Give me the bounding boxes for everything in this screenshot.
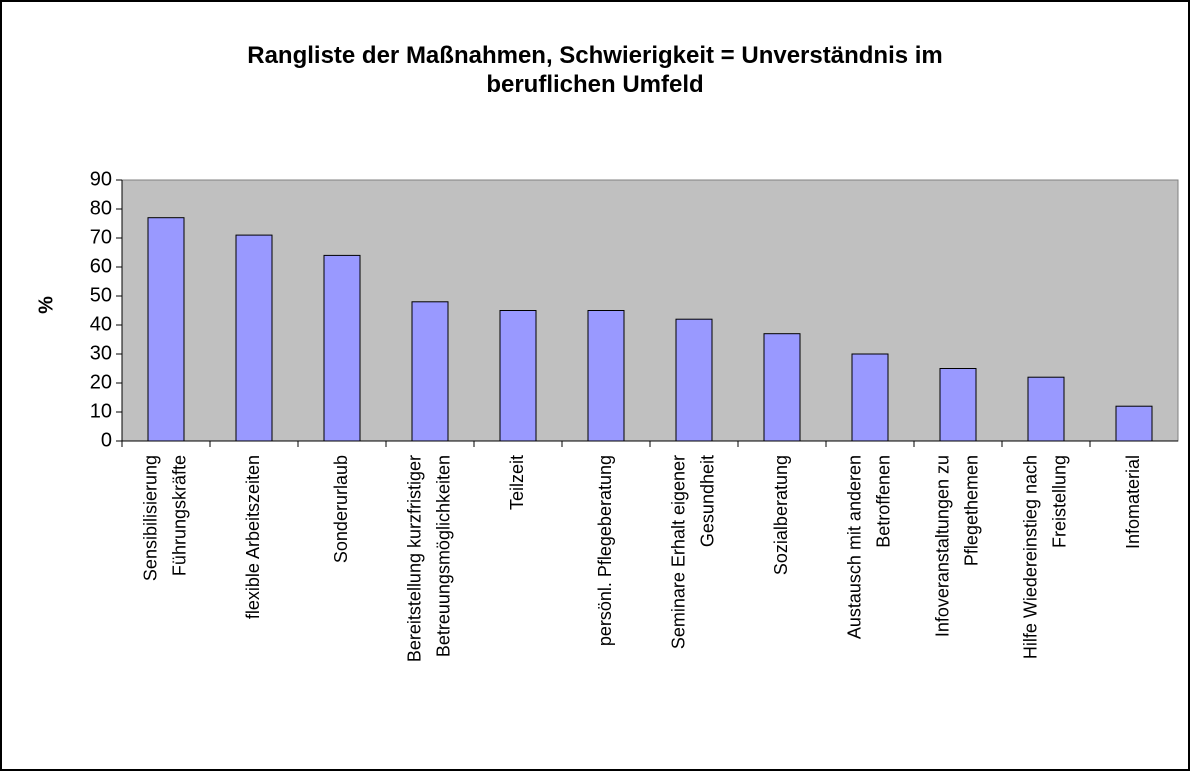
bar [851, 353, 889, 442]
y-axis-label: % [35, 296, 57, 314]
y-tick-label: 20 [90, 371, 112, 393]
x-tick-label: persönl. Pflegeberatung [595, 455, 615, 646]
y-tick-label: 90 [90, 168, 112, 190]
x-tick-label: Infoveranstaltungen zu Pflegethemen [932, 455, 981, 637]
bar [411, 301, 449, 442]
x-tick-label: Sonderurlaub [331, 455, 351, 563]
x-tick-label: Sensibilisierung Führungskräfte [140, 455, 189, 581]
x-tick-label: Seminare Erhalt eigener Gesundheit [668, 455, 717, 649]
y-tick-label: 30 [90, 342, 112, 364]
y-tick-label: 80 [90, 197, 112, 219]
chart-title: Rangliste der Maßnahmen, Schwierigkeit =… [247, 42, 943, 98]
bar [1027, 376, 1065, 442]
bar [675, 318, 713, 442]
x-tick-label: Teilzeit [507, 455, 527, 510]
bar [147, 217, 185, 442]
y-tick-label: 70 [90, 226, 112, 248]
y-tick-label: 50 [90, 284, 112, 306]
x-tick-label: Infomaterial [1123, 455, 1143, 549]
bar [763, 333, 801, 442]
bar [939, 368, 977, 442]
x-tick-label: Hilfe Wiedereinstieg nach Freistellung [1020, 455, 1069, 659]
x-tick-label: Austausch mit anderen Betroffenen [844, 455, 893, 639]
bar [323, 254, 361, 442]
bar [499, 310, 537, 442]
y-tick-label: 40 [90, 313, 112, 335]
bar [587, 310, 625, 442]
y-tick-label: 10 [90, 400, 112, 422]
y-tick-label: 0 [101, 429, 112, 451]
plot-area [121, 179, 1179, 442]
x-tick-label: Sozialberatung [771, 455, 791, 575]
x-tick-label: flexible Arbeitszeiten [243, 455, 263, 619]
x-tick-label: Bereitstellung kurzfristiger Betreuungsmö… [404, 455, 453, 662]
bar [1115, 405, 1153, 442]
y-tick-label: 60 [90, 255, 112, 277]
bar [235, 234, 273, 442]
